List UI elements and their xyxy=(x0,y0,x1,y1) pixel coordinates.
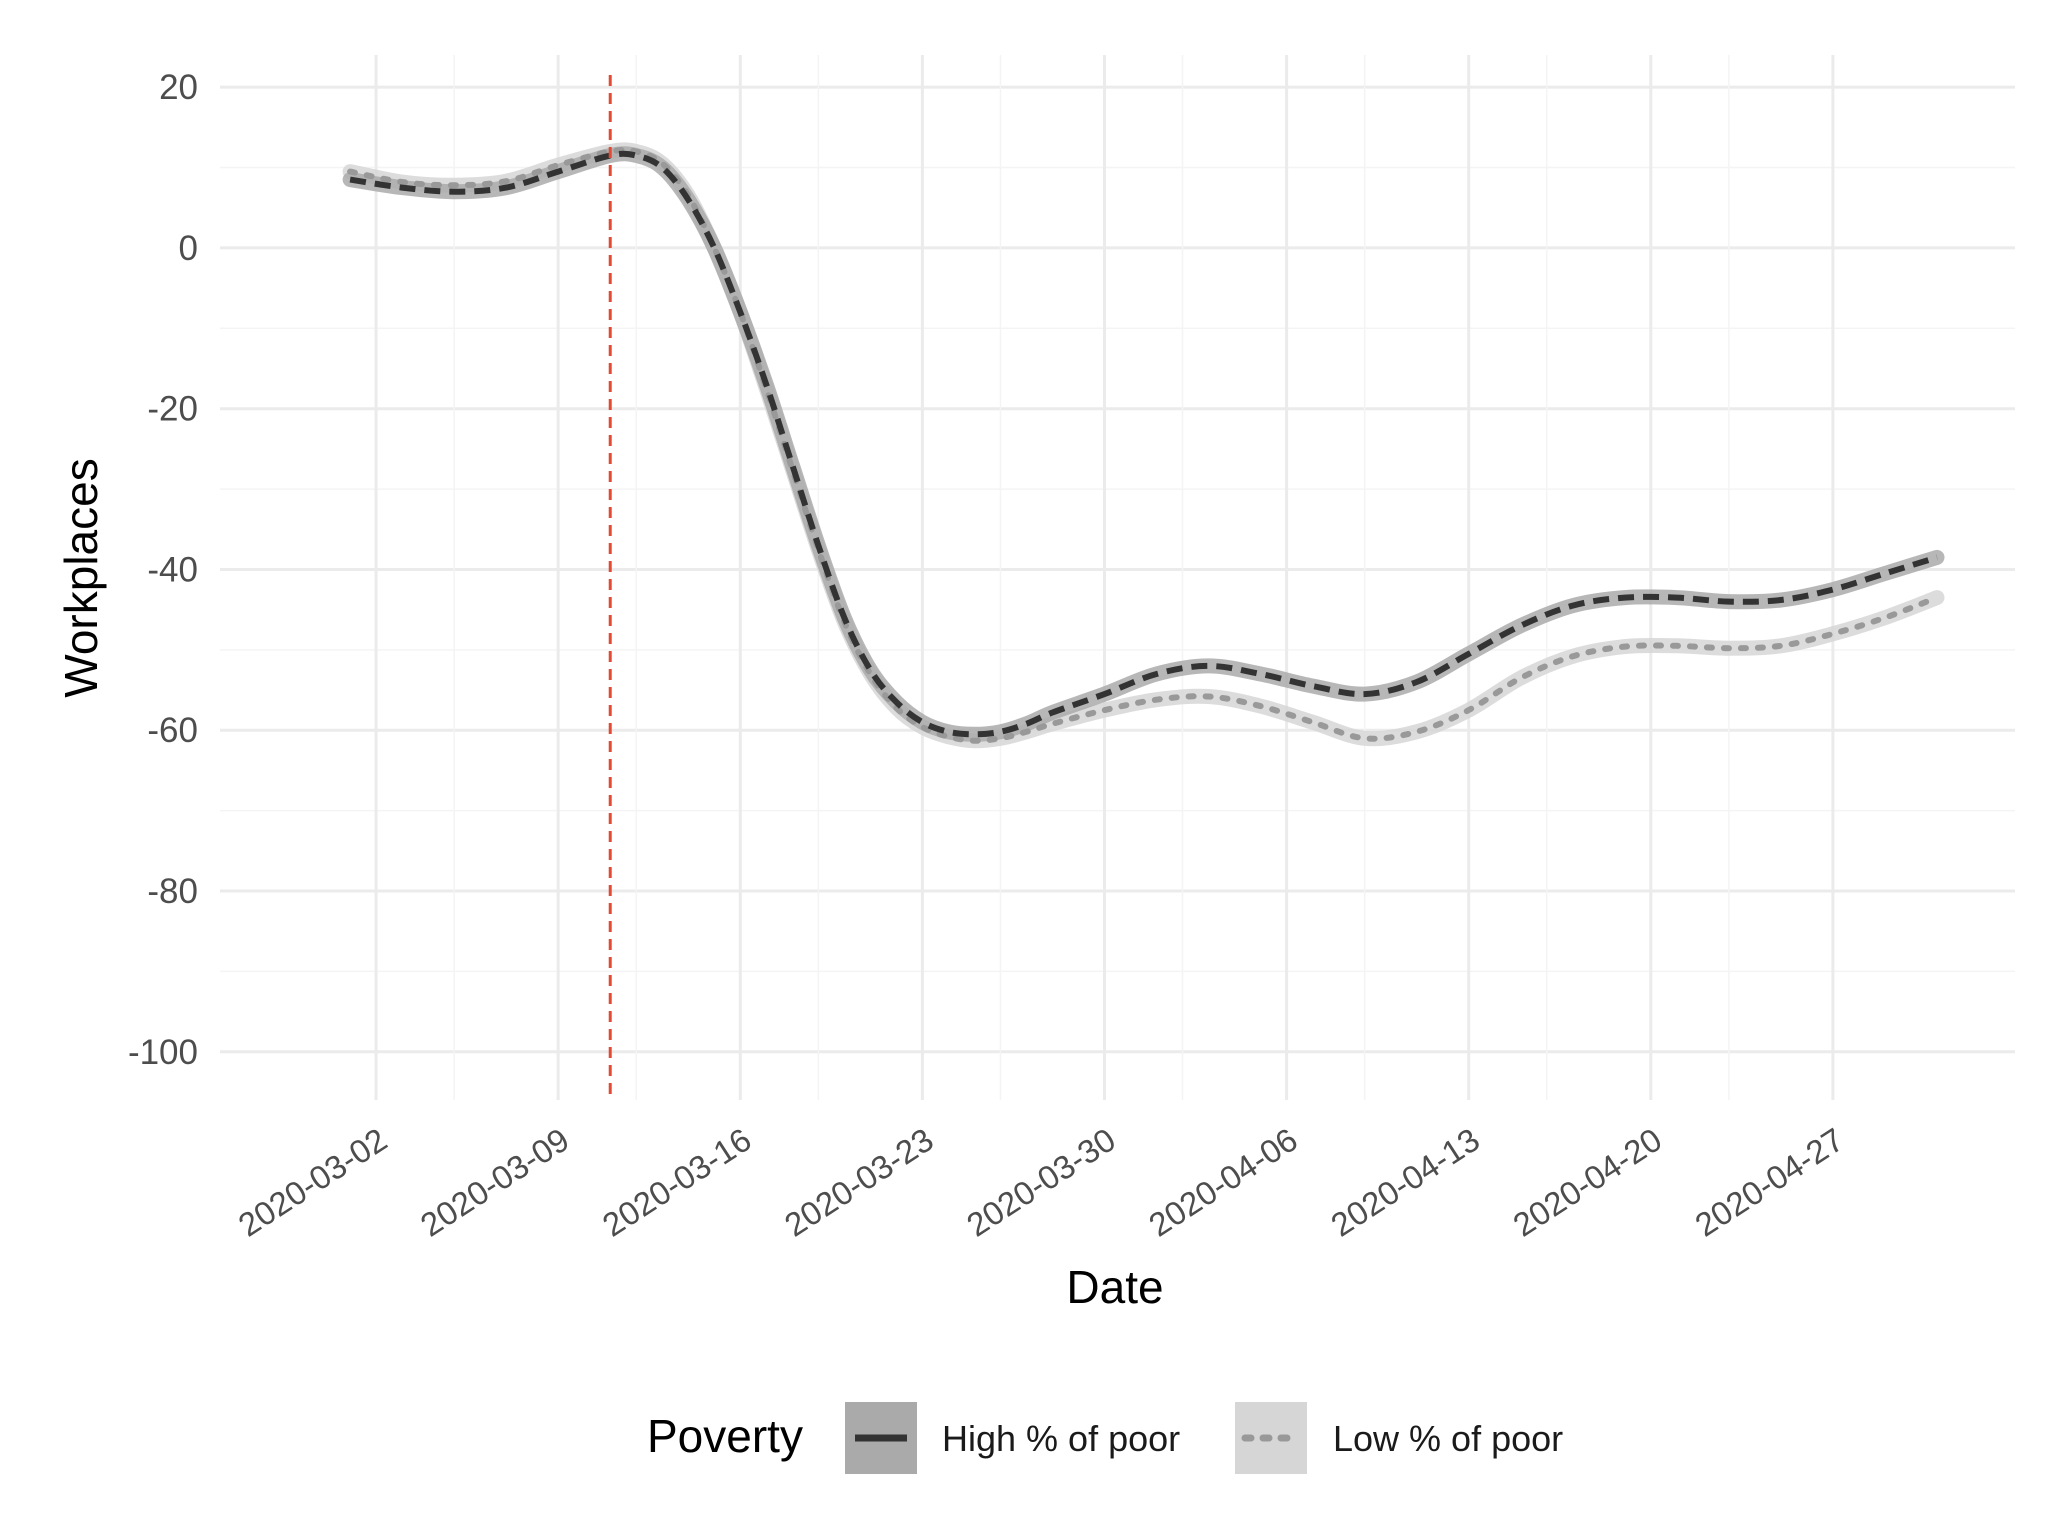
y-axis-ticks: 20 0 -20 -40 -60 -80 -100 xyxy=(128,68,198,1072)
x-tick-label: 2020-03-02 xyxy=(232,1121,394,1244)
series-lines xyxy=(347,146,1940,744)
x-axis-title: Date xyxy=(1066,1261,1163,1313)
x-tick-label: 2020-04-20 xyxy=(1506,1121,1668,1244)
legend: Poverty High % of poor Low % of poor xyxy=(647,1402,1563,1474)
series-line-low-of-poor xyxy=(347,146,1940,744)
x-axis-ticks: 2020-03-02 2020-03-09 2020-03-16 2020-03-23… xyxy=(232,1121,1851,1244)
y-tick-label: 0 xyxy=(179,229,198,268)
x-tick-label: 2020-03-23 xyxy=(778,1121,940,1244)
series-line-high-of-poor xyxy=(349,150,1938,738)
legend-label: High % of poor xyxy=(942,1418,1180,1459)
x-tick-label: 2020-03-16 xyxy=(596,1121,758,1244)
legend-items: High % of poor Low % of poor xyxy=(845,1402,1563,1474)
legend-title: Poverty xyxy=(647,1410,803,1462)
legend-label: Low % of poor xyxy=(1333,1418,1563,1459)
y-tick-label: -100 xyxy=(128,1033,198,1072)
x-tick-label: 2020-04-27 xyxy=(1688,1121,1850,1244)
x-tick-label: 2020-04-13 xyxy=(1324,1121,1486,1244)
grid xyxy=(220,55,2015,1100)
y-tick-label: 20 xyxy=(159,68,198,107)
y-tick-label: -60 xyxy=(147,711,198,750)
y-tick-label: -80 xyxy=(147,872,198,911)
confidence-bands xyxy=(342,142,1945,749)
y-tick-label: -40 xyxy=(147,550,198,589)
x-tick-label: 2020-03-30 xyxy=(960,1121,1122,1244)
y-axis-title: Workplaces xyxy=(55,458,107,697)
x-tick-label: 2020-04-06 xyxy=(1142,1121,1304,1244)
x-tick-label: 2020-03-09 xyxy=(414,1121,576,1244)
y-tick-label: -20 xyxy=(147,390,198,429)
confidence-band-low-of-poor xyxy=(342,142,1945,749)
